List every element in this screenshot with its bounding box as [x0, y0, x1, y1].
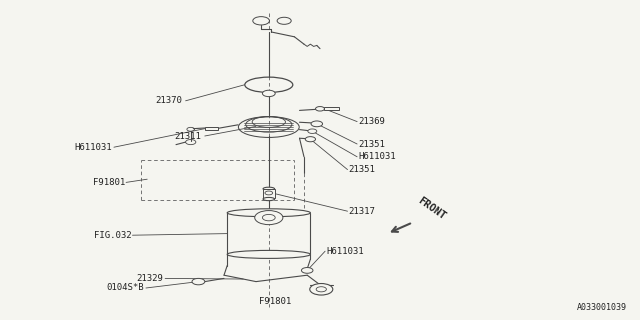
Text: H611031: H611031 — [358, 152, 396, 161]
Circle shape — [255, 211, 283, 225]
Text: 21351: 21351 — [349, 165, 376, 174]
Text: 21311: 21311 — [175, 132, 202, 140]
Text: 21369: 21369 — [358, 117, 385, 126]
Text: H611031: H611031 — [326, 247, 364, 256]
Text: 21351: 21351 — [358, 140, 385, 148]
Circle shape — [310, 284, 333, 295]
Circle shape — [305, 137, 316, 142]
Ellipse shape — [263, 197, 275, 201]
Circle shape — [316, 107, 324, 111]
Bar — [205, 127, 218, 130]
Circle shape — [192, 278, 205, 285]
Text: H611031: H611031 — [74, 143, 112, 152]
Circle shape — [262, 90, 275, 97]
Ellipse shape — [227, 251, 310, 259]
Circle shape — [311, 121, 323, 127]
Text: F91801: F91801 — [93, 178, 125, 187]
Text: FRONT: FRONT — [416, 195, 447, 221]
Circle shape — [308, 129, 317, 133]
Text: 21370: 21370 — [156, 96, 182, 105]
Text: FIG.032: FIG.032 — [93, 231, 131, 240]
Text: A033001039: A033001039 — [577, 303, 627, 312]
Text: 21329: 21329 — [136, 274, 163, 283]
Text: F91801: F91801 — [259, 297, 291, 306]
Text: 21317: 21317 — [349, 207, 376, 216]
Circle shape — [265, 191, 273, 195]
Circle shape — [301, 268, 313, 273]
Bar — [263, 189, 275, 198]
Ellipse shape — [263, 187, 275, 190]
Bar — [324, 107, 339, 110]
Text: 0104S*B: 0104S*B — [106, 284, 144, 292]
Ellipse shape — [227, 209, 310, 217]
